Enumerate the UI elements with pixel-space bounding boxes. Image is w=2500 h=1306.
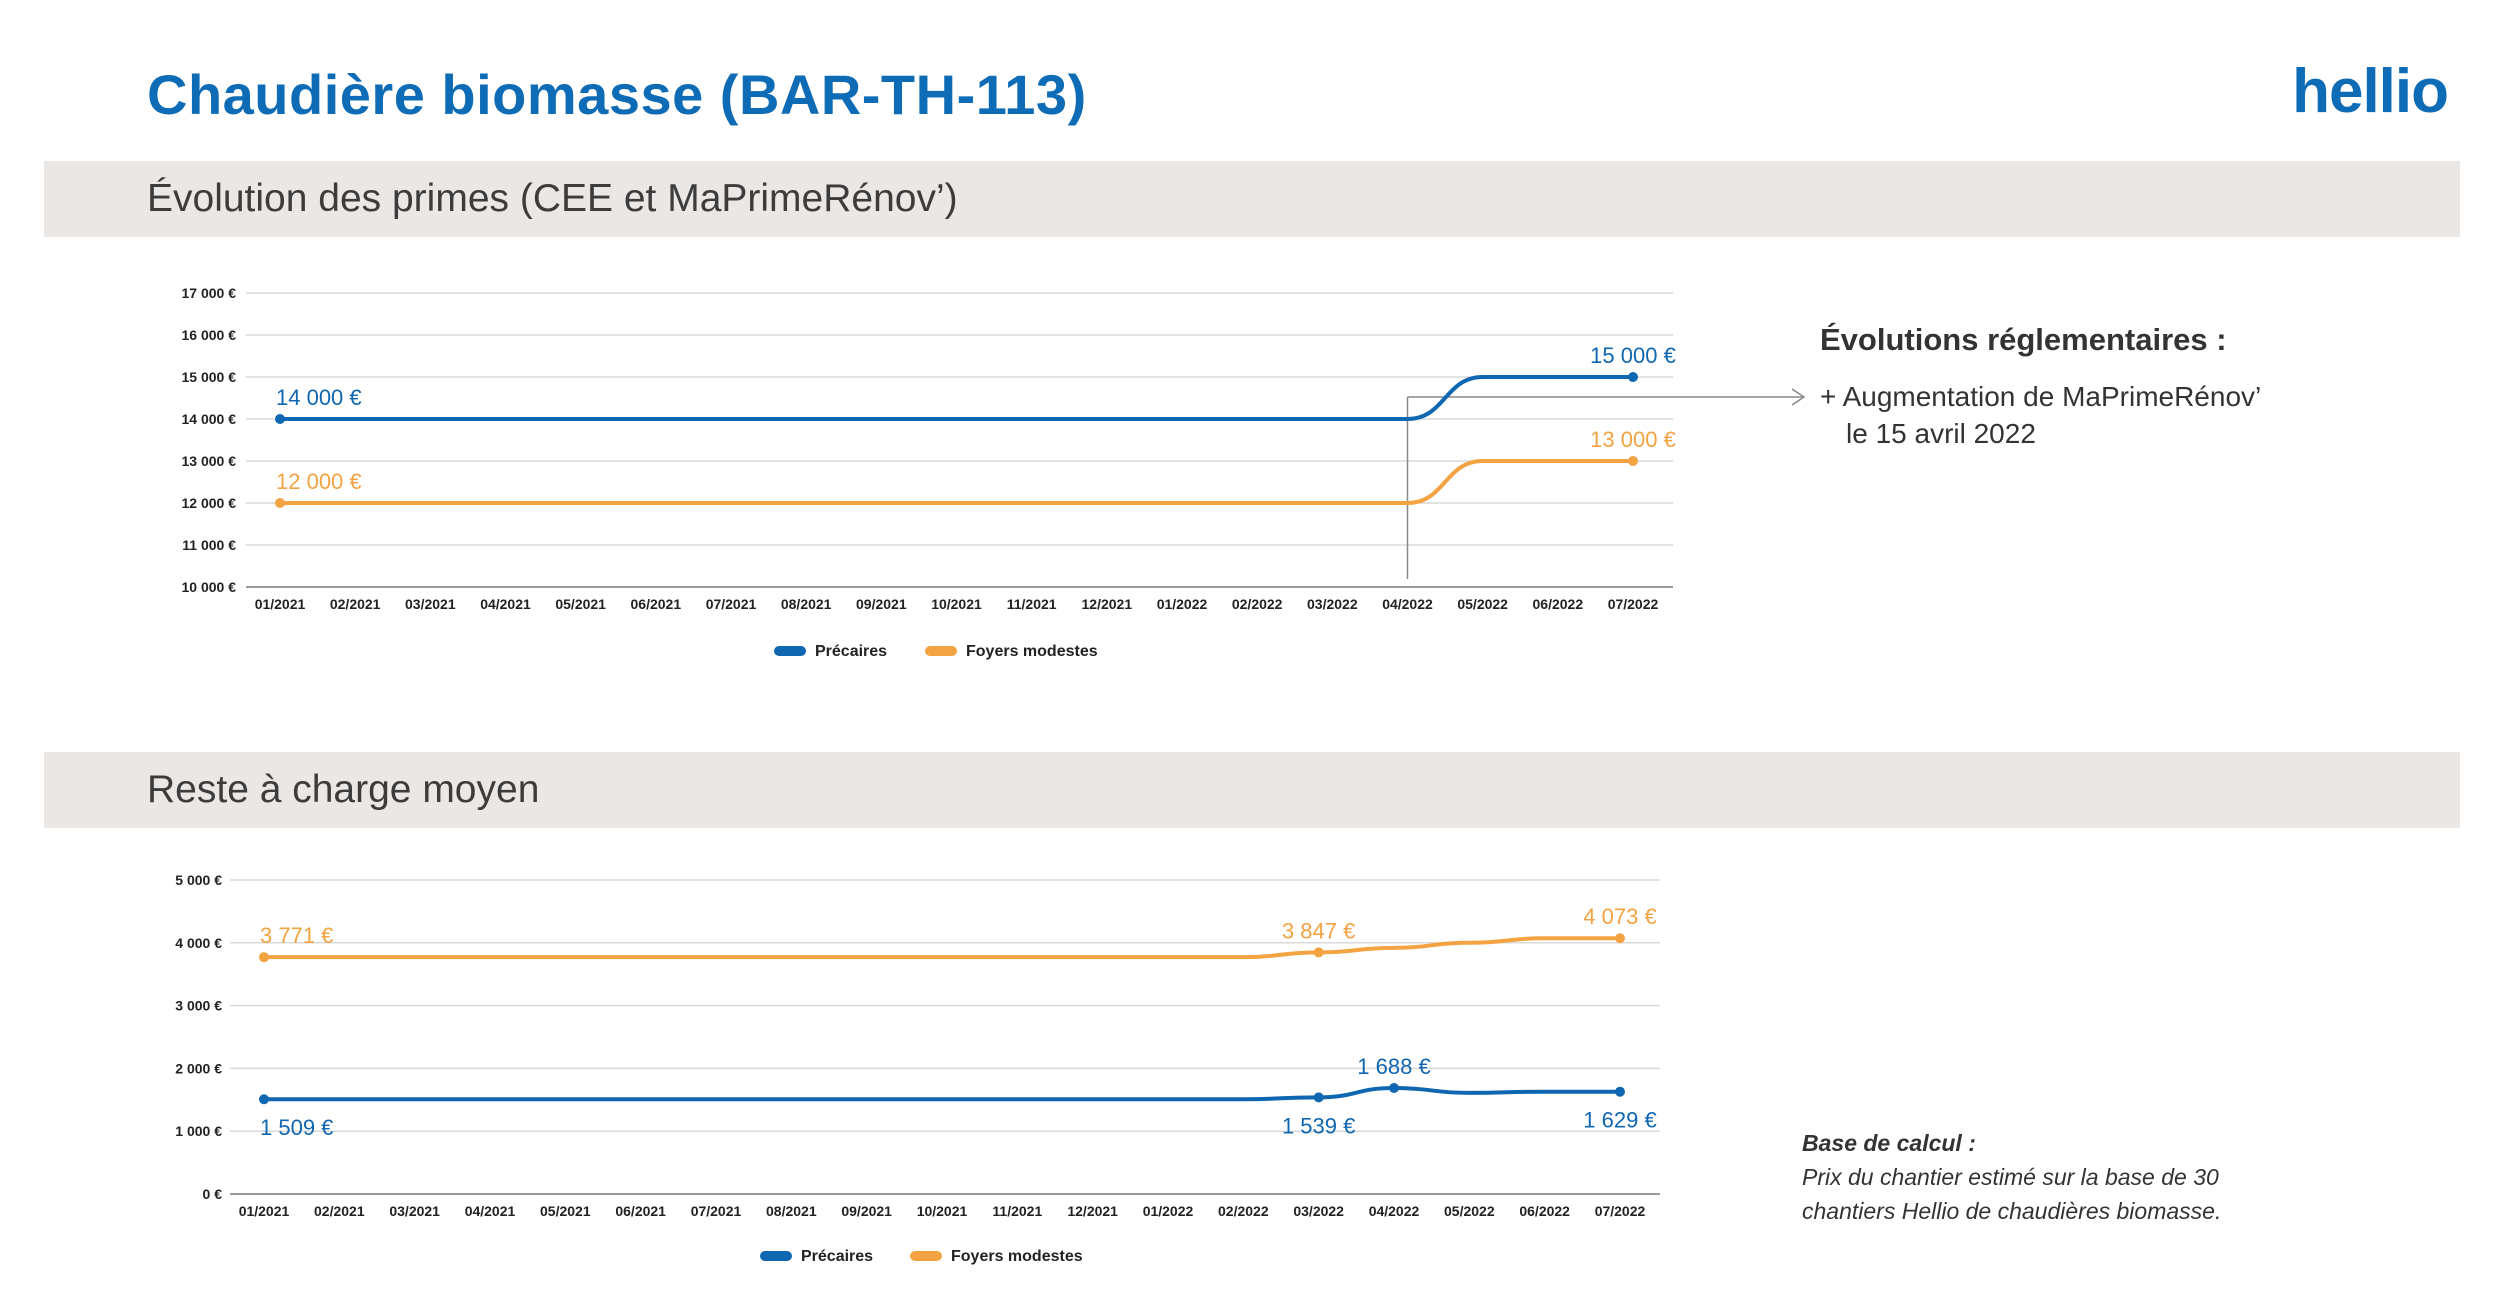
data-label: 12 000 €: [276, 469, 362, 494]
series-line-1: [262, 936, 1622, 960]
data-label: 3 847 €: [1282, 918, 1355, 943]
x-tick-label: 05/2022: [1444, 1203, 1495, 1219]
data-label: 15 000 €: [1590, 343, 1676, 368]
y-tick-label: 3 000 €: [175, 998, 222, 1014]
x-tick-label: 04/2021: [480, 596, 531, 612]
x-tick-label: 08/2021: [781, 596, 832, 612]
x-tick-label: 06/2022: [1519, 1203, 1570, 1219]
x-tick-label: 10/2021: [931, 596, 982, 612]
reg-evolution-item: + Augmentation de MaPrimeRénov’ le 15 av…: [1820, 378, 2261, 452]
reg-line-1: + Augmentation de MaPrimeRénov’: [1820, 381, 2262, 412]
y-tick-label: 13 000 €: [182, 453, 237, 469]
data-label: 1 509 €: [260, 1115, 333, 1140]
section-header-primes: Évolution des primes (CEE et MaPrimeRéno…: [44, 161, 2460, 237]
base-calcul-title: Base de calcul :: [1802, 1130, 1976, 1156]
reg-line-2: le 15 avril 2022: [1846, 418, 2036, 449]
x-tick-label: 06/2021: [615, 1203, 666, 1219]
x-tick-label: 07/2021: [691, 1203, 742, 1219]
legend-label-1: Foyers modestes: [951, 1248, 1083, 1265]
y-tick-label: 5 000 €: [175, 872, 222, 888]
x-tick-label: 01/2021: [255, 596, 306, 612]
x-tick-label: 07/2022: [1595, 1203, 1646, 1219]
x-tick-label: 12/2021: [1082, 596, 1133, 612]
x-tick-label: 10/2021: [917, 1203, 968, 1219]
data-point-marker: [259, 1094, 269, 1105]
data-label: 14 000 €: [276, 385, 362, 410]
x-tick-label: 03/2022: [1293, 1203, 1344, 1219]
x-tick-label: 02/2022: [1218, 1203, 1269, 1219]
chart-primes: 10 000 € 11 000 € 12 000 € 13 000 € 14 000 €…: [182, 285, 1806, 660]
x-tick-label: 07/2021: [706, 596, 757, 612]
y-tick-label: 12 000 €: [182, 495, 237, 511]
y-tick-label: 4 000 €: [175, 935, 222, 951]
x-tick-label: 01/2022: [1143, 1203, 1194, 1219]
series-line-1: [278, 459, 1635, 505]
base-calcul-line-2: chantiers Hellio de chaudières biomasse.: [1802, 1198, 2222, 1224]
reg-evolutions-title: Évolutions réglementaires :: [1820, 322, 2227, 357]
data-point-marker: [275, 498, 285, 508]
y-tick-label: 0 €: [203, 1186, 223, 1202]
x-tick-label: 03/2021: [389, 1203, 440, 1219]
x-tick-label: 03/2022: [1307, 596, 1358, 612]
x-tick-label: 11/2021: [992, 1203, 1042, 1219]
data-label: 3 771 €: [260, 923, 333, 948]
data-point-marker: [1615, 1086, 1625, 1097]
data-label: 1 539 €: [1282, 1113, 1355, 1138]
x-tick-label: 05/2021: [555, 596, 606, 612]
legend-label-1: Foyers modestes: [966, 643, 1098, 660]
x-tick-label: 12/2021: [1067, 1203, 1118, 1219]
x-tick-label: 01/2022: [1157, 596, 1208, 612]
data-point-marker: [1389, 1082, 1399, 1093]
hellio-logo: hellio: [2292, 57, 2449, 126]
y-tick-label: 16 000 €: [182, 327, 237, 343]
y-tick-label: 11 000 €: [182, 537, 236, 553]
x-tick-label: 09/2021: [856, 596, 907, 612]
data-label: 4 073 €: [1583, 904, 1656, 929]
data-point-marker: [275, 414, 285, 424]
x-tick-label: 02/2021: [314, 1203, 365, 1219]
x-tick-label: 05/2021: [540, 1203, 591, 1219]
series-line-0: [278, 375, 1635, 421]
data-point-marker: [1313, 1092, 1324, 1103]
y-tick-label: 17 000 €: [182, 285, 237, 301]
x-tick-label: 09/2021: [841, 1203, 892, 1219]
y-tick-label: 10 000 €: [182, 579, 237, 595]
data-point-marker: [259, 952, 269, 963]
x-tick-label: 02/2021: [330, 596, 381, 612]
x-tick-label: 05/2022: [1457, 596, 1508, 612]
section-title-reste: Reste à charge moyen: [147, 768, 540, 811]
legend-label-0: Précaires: [815, 643, 887, 660]
data-point-marker: [1313, 947, 1324, 958]
data-point-marker: [1628, 456, 1638, 466]
y-tick-label: 1 000 €: [175, 1123, 222, 1139]
x-tick-label: 03/2021: [405, 596, 456, 612]
event-arrow-head: [1791, 388, 1806, 406]
section-title-primes: Évolution des primes (CEE et MaPrimeRéno…: [147, 177, 958, 220]
x-tick-label: 06/2021: [631, 596, 682, 612]
data-point-marker: [1615, 933, 1625, 944]
x-tick-label: 11/2021: [1007, 596, 1057, 612]
x-tick-label: 06/2022: [1533, 596, 1584, 612]
data-label: 1 688 €: [1357, 1054, 1430, 1079]
x-tick-label: 08/2021: [766, 1203, 817, 1219]
x-tick-label: 04/2022: [1382, 596, 1433, 612]
y-tick-label: 14 000 €: [182, 411, 237, 427]
data-point-marker: [1628, 372, 1638, 382]
series-line-0: [262, 1085, 1622, 1102]
y-tick-label: 15 000 €: [182, 369, 237, 385]
legend-label-0: Précaires: [801, 1248, 873, 1265]
x-tick-label: 07/2022: [1608, 596, 1659, 612]
chart-reste-a-charge: 0 € 1 000 € 2 000 € 3 000 € 4 000 € 5 000 € 01…: [175, 872, 1660, 1265]
x-tick-label: 01/2021: [239, 1203, 290, 1219]
base-calcul-line-1: Prix du chantier estimé sur la base de 3…: [1802, 1164, 2219, 1190]
y-tick-label: 2 000 €: [175, 1060, 222, 1076]
page-title: Chaudière biomasse (BAR-TH-113): [147, 63, 1087, 126]
x-tick-label: 04/2022: [1369, 1203, 1420, 1219]
data-label: 1 629 €: [1583, 1108, 1656, 1133]
base-calcul-note: Base de calcul : Prix du chantier estimé…: [1802, 1126, 2221, 1228]
data-label: 13 000 €: [1590, 427, 1676, 452]
x-tick-label: 04/2021: [465, 1203, 516, 1219]
section-header-reste: Reste à charge moyen: [44, 752, 2460, 828]
x-tick-label: 02/2022: [1232, 596, 1283, 612]
